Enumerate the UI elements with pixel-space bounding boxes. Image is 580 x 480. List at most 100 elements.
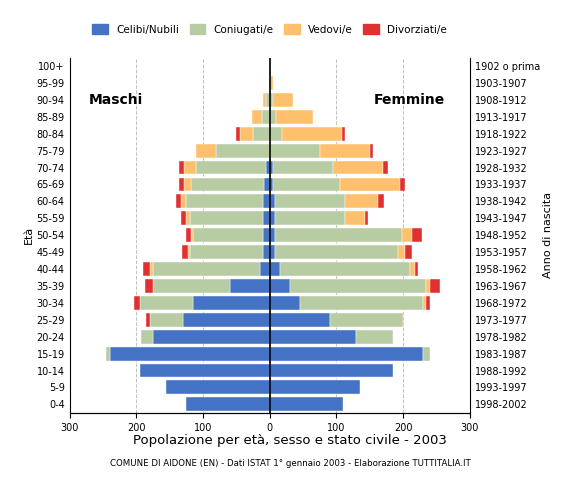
Bar: [398, 245, 405, 259]
Bar: [340, 178, 400, 192]
Bar: [166, 381, 270, 395]
Bar: [153, 279, 230, 293]
Bar: [153, 262, 260, 276]
Bar: [140, 363, 270, 377]
Bar: [237, 127, 240, 141]
Bar: [181, 211, 186, 225]
Bar: [405, 245, 412, 259]
Bar: [282, 127, 342, 141]
Bar: [191, 178, 264, 192]
Bar: [266, 93, 270, 107]
Bar: [300, 296, 423, 310]
Text: COMUNE DI AIDONE (EN) - Dati ISTAT 1° gennaio 2003 - Elaborazione TUTTITALIA.IT: COMUNE DI AIDONE (EN) - Dati ISTAT 1° ge…: [110, 458, 470, 468]
Bar: [400, 178, 405, 192]
Bar: [141, 330, 153, 344]
Bar: [150, 313, 183, 327]
Bar: [270, 161, 273, 174]
Bar: [273, 178, 340, 192]
Bar: [270, 211, 275, 225]
Bar: [270, 127, 282, 141]
Bar: [275, 194, 345, 208]
Bar: [179, 178, 184, 192]
Bar: [330, 313, 403, 327]
Bar: [270, 313, 330, 327]
Bar: [186, 397, 270, 411]
Bar: [263, 245, 270, 259]
Bar: [240, 127, 253, 141]
Bar: [253, 127, 270, 141]
Bar: [270, 381, 360, 395]
Bar: [263, 211, 270, 225]
Bar: [188, 245, 190, 259]
Bar: [270, 110, 277, 124]
Bar: [110, 347, 270, 360]
Bar: [264, 178, 270, 192]
Bar: [345, 194, 378, 208]
Bar: [143, 262, 150, 276]
Bar: [106, 347, 110, 360]
Bar: [423, 296, 426, 310]
Bar: [270, 178, 273, 192]
Bar: [252, 110, 262, 124]
Bar: [383, 161, 389, 174]
Bar: [370, 144, 373, 157]
Bar: [270, 347, 423, 360]
Bar: [184, 161, 197, 174]
Y-axis label: Anno di nascita: Anno di nascita: [543, 192, 553, 278]
Bar: [176, 194, 181, 208]
Bar: [190, 211, 263, 225]
Bar: [290, 279, 426, 293]
Bar: [183, 313, 270, 327]
Bar: [270, 245, 275, 259]
Bar: [280, 262, 410, 276]
Legend: Celibi/Nubili, Coniugati/e, Vedovi/e, Divorziati/e: Celibi/Nubili, Coniugati/e, Vedovi/e, Di…: [88, 20, 451, 39]
Bar: [190, 245, 263, 259]
Bar: [345, 211, 365, 225]
Bar: [186, 211, 190, 225]
Bar: [415, 262, 418, 276]
Text: Femmine: Femmine: [374, 93, 445, 107]
Bar: [270, 330, 357, 344]
Bar: [273, 161, 333, 174]
Text: Maschi: Maschi: [89, 93, 143, 107]
Bar: [146, 313, 150, 327]
Bar: [357, 330, 393, 344]
Bar: [262, 110, 270, 124]
Bar: [426, 296, 430, 310]
Bar: [193, 296, 270, 310]
Bar: [150, 262, 153, 276]
Bar: [270, 144, 320, 157]
Bar: [197, 144, 216, 157]
Bar: [153, 330, 270, 344]
Bar: [270, 279, 290, 293]
Bar: [230, 279, 270, 293]
Bar: [333, 161, 383, 174]
Bar: [216, 144, 270, 157]
Bar: [270, 76, 273, 90]
Bar: [140, 296, 193, 310]
Bar: [426, 279, 430, 293]
Bar: [186, 194, 263, 208]
Bar: [412, 228, 422, 242]
Bar: [270, 262, 280, 276]
Bar: [410, 262, 415, 276]
Bar: [181, 194, 186, 208]
Bar: [270, 194, 275, 208]
Bar: [275, 211, 345, 225]
Bar: [270, 363, 393, 377]
Bar: [182, 245, 188, 259]
Bar: [402, 228, 412, 242]
Bar: [197, 161, 266, 174]
Bar: [193, 228, 263, 242]
Bar: [270, 93, 273, 107]
Bar: [270, 296, 300, 310]
Bar: [423, 347, 430, 360]
Bar: [320, 144, 370, 157]
Bar: [270, 397, 343, 411]
Bar: [263, 194, 270, 208]
Bar: [365, 211, 368, 225]
Bar: [135, 296, 140, 310]
Bar: [184, 178, 191, 192]
Bar: [266, 161, 270, 174]
Bar: [273, 93, 293, 107]
